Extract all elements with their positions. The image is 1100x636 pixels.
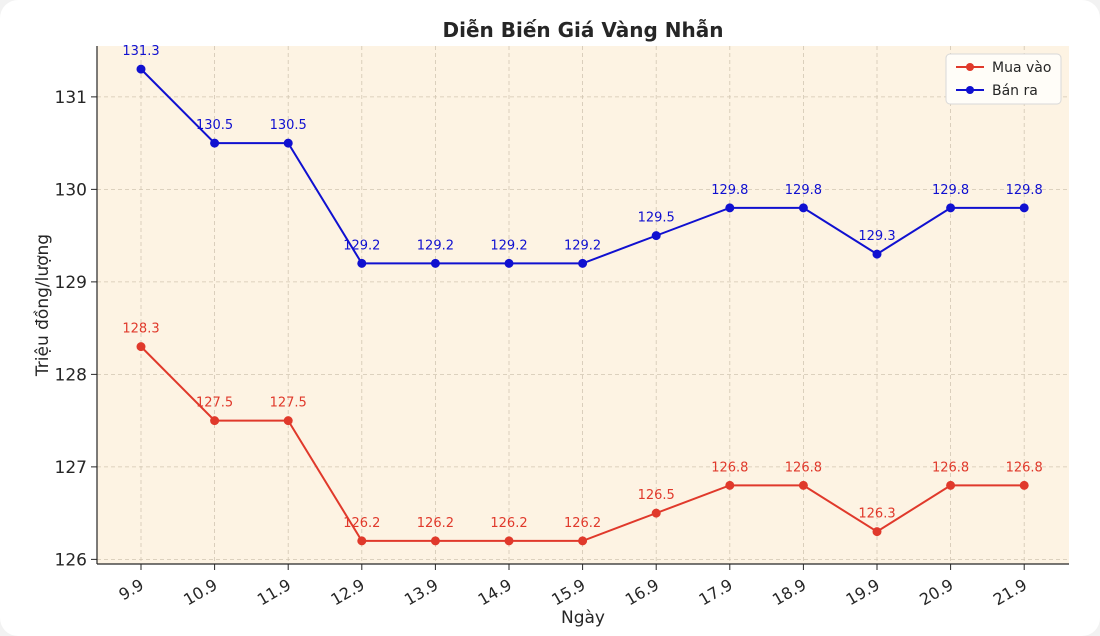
data-point	[357, 258, 367, 268]
data-label: 130.5	[196, 118, 233, 133]
data-point	[1019, 480, 1029, 490]
data-label: 126.3	[858, 507, 895, 522]
x-tick-label: 19.9	[843, 575, 883, 609]
data-point	[136, 64, 146, 74]
y-tick-label: 129	[55, 273, 87, 293]
x-axis-label: Ngày	[561, 608, 605, 628]
data-label: 129.2	[490, 238, 527, 253]
legend-label: Mua vào	[992, 60, 1051, 76]
data-label: 126.2	[564, 516, 601, 531]
y-axis-label: Triệu đồng/lượng	[32, 234, 53, 377]
y-tick-label: 131	[55, 88, 87, 108]
x-tick-label: 13.9	[401, 575, 441, 609]
y-tick-label: 126	[55, 550, 87, 570]
x-tick-label: 16.9	[622, 575, 662, 609]
data-point	[136, 342, 146, 352]
legend-item: Mua vào	[956, 60, 1051, 76]
data-label: 129.8	[785, 183, 822, 198]
grid-lines	[97, 46, 1069, 564]
legend-item: Bán ra	[956, 83, 1038, 99]
legend-marker	[966, 86, 974, 94]
x-tick-label: 10.9	[180, 575, 220, 609]
data-label: 131.3	[122, 44, 159, 59]
data-point	[504, 536, 514, 546]
plot-area	[97, 46, 1069, 564]
data-point	[357, 536, 367, 546]
data-label: 129.2	[417, 238, 454, 253]
series-layer: 128.3 127.5 127.5 126.2 126.2 126.2 126.2 126.5…	[122, 44, 1043, 546]
x-tick-label: 17.9	[695, 575, 735, 609]
y-tick-label: 127	[55, 458, 87, 478]
data-label: 129.2	[343, 238, 380, 253]
data-label: 126.2	[490, 516, 527, 531]
data-label: 129.3	[858, 229, 895, 244]
data-point	[1019, 203, 1029, 213]
axes	[91, 46, 1069, 570]
chart-title: Diễn Biến Giá Vàng Nhẫn	[443, 18, 724, 42]
data-point	[651, 508, 661, 518]
x-tick-label: 12.9	[327, 575, 367, 609]
data-label: 126.8	[785, 460, 822, 475]
data-label: 126.8	[711, 460, 748, 475]
x-tick-label: 14.9	[475, 575, 515, 609]
data-point	[210, 138, 220, 148]
legend-label: Bán ra	[992, 83, 1038, 99]
x-tick-label: 20.9	[916, 575, 956, 609]
data-label: 129.2	[564, 238, 601, 253]
data-point	[504, 258, 514, 268]
data-point	[872, 527, 882, 537]
legend-marker	[966, 63, 974, 71]
series-2: 131.3 130.5 130.5 129.2 129.2 129.2 129.2 129.5…	[122, 44, 1043, 268]
data-point	[946, 203, 956, 213]
data-label: 126.5	[638, 488, 675, 503]
x-tick-label: 11.9	[254, 575, 294, 609]
series-1: 128.3 127.5 127.5 126.2 126.2 126.2 126.2 126.5…	[122, 322, 1043, 546]
data-point	[946, 480, 956, 490]
data-label: 126.8	[932, 460, 969, 475]
data-point	[578, 258, 588, 268]
data-label: 127.5	[196, 396, 233, 411]
data-label: 127.5	[270, 396, 307, 411]
data-point	[798, 203, 808, 213]
y-tick-label: 130	[55, 180, 87, 200]
data-point	[283, 416, 293, 426]
x-tick-label: 9.9	[115, 575, 147, 604]
data-label: 126.2	[343, 516, 380, 531]
x-tick-label: 18.9	[769, 575, 809, 609]
data-point	[283, 138, 293, 148]
data-label: 129.8	[711, 183, 748, 198]
data-label: 130.5	[270, 118, 307, 133]
data-point	[578, 536, 588, 546]
data-point	[651, 231, 661, 241]
data-label: 129.8	[1006, 183, 1043, 198]
x-tick-label: 15.9	[548, 575, 588, 609]
data-point	[430, 536, 440, 546]
x-tick-label: 21.9	[990, 575, 1030, 609]
data-label: 129.5	[638, 211, 675, 226]
data-point	[430, 258, 440, 268]
y-tick-label: 128	[55, 365, 87, 385]
data-label: 126.2	[417, 516, 454, 531]
data-point	[725, 480, 735, 490]
data-label: 128.3	[122, 322, 159, 337]
data-label: 126.8	[1006, 460, 1043, 475]
data-label: 129.8	[932, 183, 969, 198]
data-point	[725, 203, 735, 213]
data-point	[872, 249, 882, 259]
data-point	[798, 480, 808, 490]
data-point	[210, 416, 220, 426]
legend: Mua vào Bán ra	[945, 53, 1062, 105]
